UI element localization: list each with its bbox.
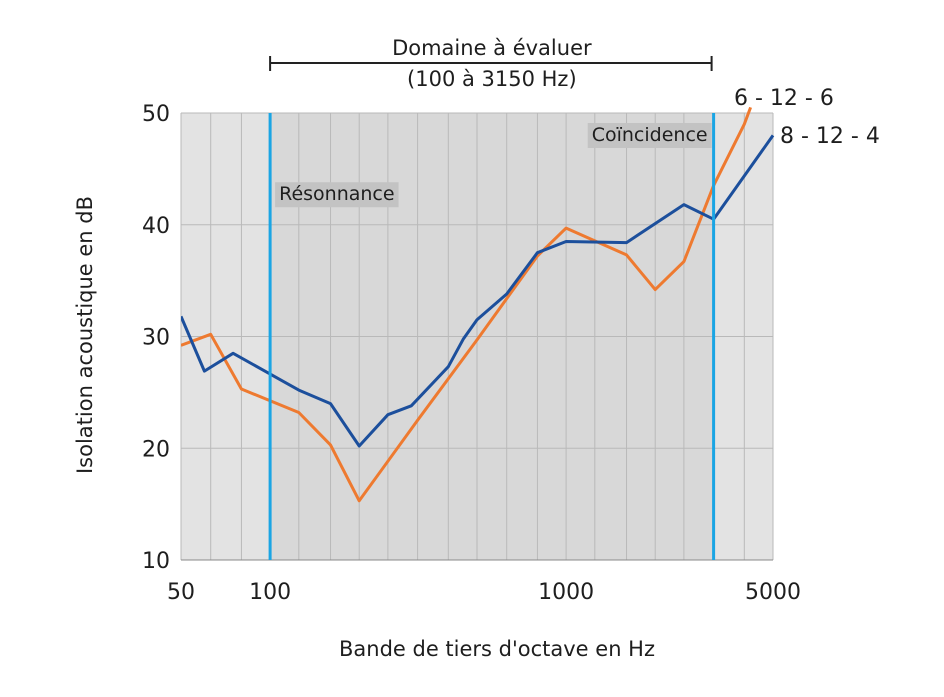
- x-tick-label-50: 50: [167, 580, 195, 605]
- x-tick-label-1000: 1000: [538, 580, 594, 605]
- evaluation-boundaries: [268, 113, 716, 560]
- region-labels: Résonnance Coïncidence: [275, 123, 712, 208]
- series-line-8-12-4: [181, 134, 775, 448]
- y-tick-label-20: 20: [142, 437, 170, 462]
- series-labels: 6 - 12 - 6 8 - 12 - 4: [734, 86, 880, 149]
- x-tick-label-5000: 5000: [745, 580, 801, 605]
- x-tick-label-100: 100: [249, 580, 291, 605]
- region-label-background: [587, 123, 712, 148]
- evaluation-range-title: Domaine à évaluer: [392, 36, 592, 60]
- y-tick-label-40: 40: [142, 214, 170, 239]
- y-tick-label-30: 30: [142, 326, 170, 351]
- series-label-6-12-6: 6 - 12 - 6: [734, 86, 834, 111]
- y-tick-label-50: 50: [142, 102, 170, 127]
- region-label-coincidence: Coïncidence: [587, 123, 712, 148]
- x-tick-labels: 50 100 1000 5000: [167, 580, 801, 605]
- region-label-text: Résonnance: [279, 183, 394, 205]
- series-label-8-12-4: 8 - 12 - 4: [780, 124, 880, 149]
- region-label-background: [275, 182, 399, 208]
- y-tick-labels: 10 20 30 40 50: [142, 102, 170, 574]
- evaluation-range-subtitle: (100 à 3150 Hz): [407, 67, 577, 91]
- evaluation-range-bracket: Domaine à évaluer (100 à 3150 Hz): [269, 36, 713, 91]
- y-axis-title: Isolation acoustique en dB: [73, 196, 97, 474]
- region-label-text: Coïncidence: [592, 124, 708, 146]
- region-label-resonnance: Résonnance: [275, 182, 399, 208]
- x-axis-title: Bande de tiers d'octave en Hz: [339, 637, 655, 661]
- y-tick-label-10: 10: [142, 549, 170, 574]
